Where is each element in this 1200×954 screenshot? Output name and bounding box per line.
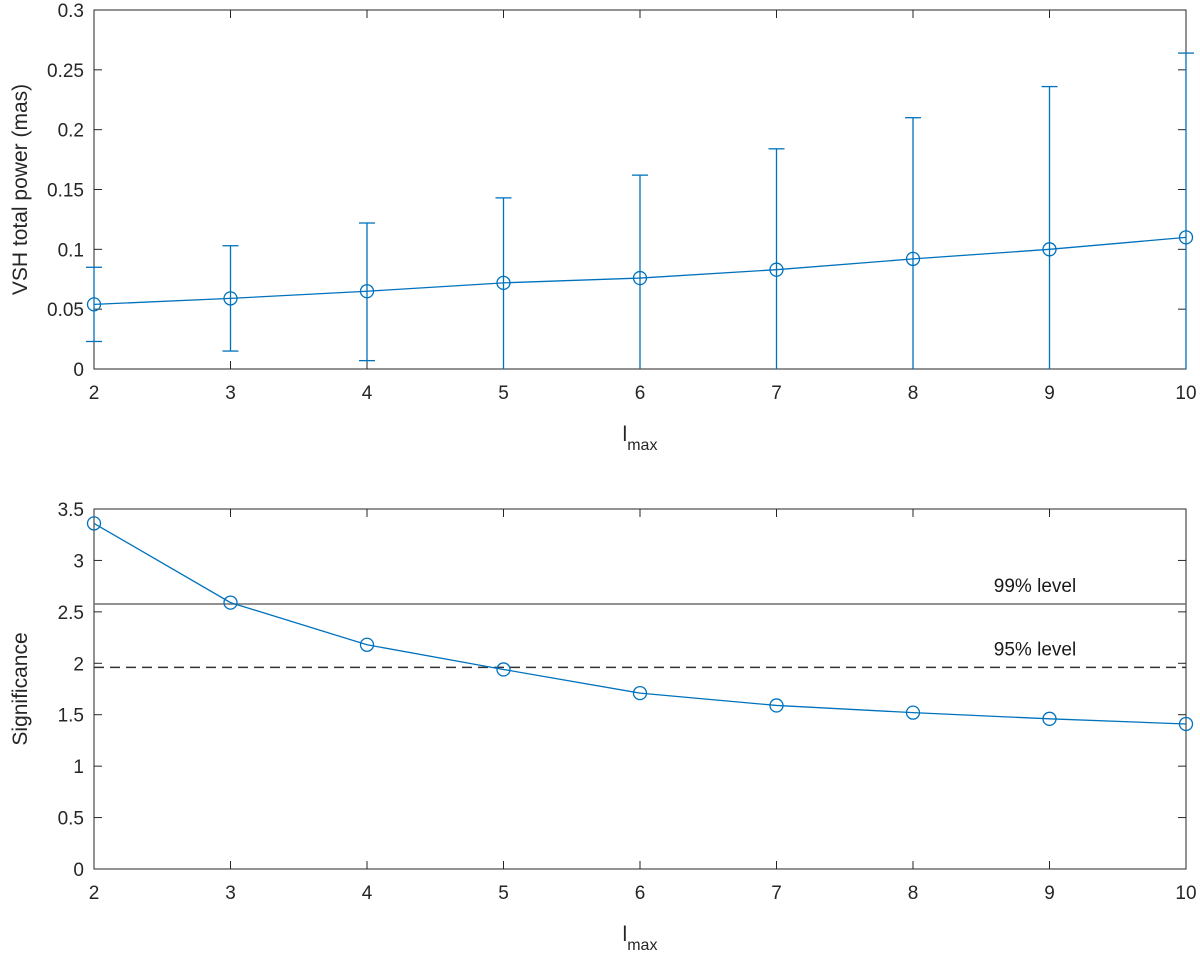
power-x-tick-label: 10 bbox=[1175, 383, 1196, 404]
significance-x-axis-label-main: l bbox=[623, 923, 628, 946]
significance-plot-area bbox=[93, 508, 1187, 870]
error-bar bbox=[222, 245, 239, 352]
power-y-tick-label: 0 bbox=[73, 360, 84, 381]
significance-x-tick-label: 5 bbox=[498, 883, 509, 904]
significance-y-tick-label: 3.5 bbox=[58, 500, 84, 521]
reference-label-95: 95% level bbox=[994, 639, 1076, 660]
power-x-axis-label-main: l bbox=[623, 423, 628, 446]
power-x-tick-label: 2 bbox=[89, 383, 100, 404]
power-data-point bbox=[223, 291, 238, 306]
power-y-tick-label: 0.1 bbox=[58, 240, 84, 261]
power-data-point bbox=[905, 251, 921, 267]
error-bar bbox=[768, 148, 785, 369]
power-data-point bbox=[496, 275, 511, 290]
significance-data-point bbox=[632, 685, 648, 701]
error-bar bbox=[359, 222, 375, 362]
power-data-point bbox=[359, 284, 375, 299]
power-data-point bbox=[769, 262, 784, 277]
power-data-point bbox=[1178, 230, 1194, 245]
power-y-tick-label: 0.25 bbox=[47, 61, 84, 82]
significance-data-point bbox=[769, 698, 784, 713]
significance-series-line bbox=[93, 522, 1187, 725]
significance-data-point bbox=[1178, 716, 1194, 732]
error-bar bbox=[1178, 52, 1194, 369]
power-x-tick-label: 3 bbox=[225, 383, 236, 404]
significance-y-axis-label: Significance bbox=[9, 632, 32, 745]
power-data-point bbox=[1042, 242, 1057, 257]
significance-x-tick-label: 9 bbox=[1044, 883, 1055, 904]
significance-x-tick-label: 3 bbox=[225, 883, 236, 904]
significance-y-tick-label: 1 bbox=[73, 757, 84, 778]
power-y-tick-label: 0.3 bbox=[58, 1, 84, 22]
power-x-tick-label: 9 bbox=[1044, 383, 1055, 404]
top-chart-power: 2 3 4 5 6 7 8 9 10 0 0.05 0.1 0.15 0.2 0.25 0.3 lmax VSH … bbox=[9, 1, 1197, 454]
power-x-axis-label: lmax bbox=[623, 423, 658, 454]
reference-label-99: 99% level bbox=[994, 576, 1076, 597]
significance-data-point bbox=[1042, 711, 1057, 726]
significance-x-tick-label: 4 bbox=[362, 883, 373, 904]
significance-x-tick-label: 10 bbox=[1175, 883, 1196, 904]
power-x-tick-label: 8 bbox=[908, 383, 919, 404]
power-data-point bbox=[86, 297, 102, 312]
power-x-tick-label: 6 bbox=[635, 383, 646, 404]
power-x-tick-label: 7 bbox=[771, 383, 782, 404]
significance-x-axis-label: lmax bbox=[623, 923, 658, 954]
error-bar bbox=[905, 117, 921, 369]
significance-y-tick-label: 0.5 bbox=[58, 809, 84, 830]
significance-data-point bbox=[86, 516, 102, 531]
significance-x-tick-label: 2 bbox=[89, 883, 100, 904]
significance-x-tick-label: 6 bbox=[635, 883, 646, 904]
power-x-tick-label: 5 bbox=[498, 383, 509, 404]
significance-x-axis-label-subscript: max bbox=[627, 937, 657, 954]
significance-data-point bbox=[496, 662, 511, 677]
power-y-tick-label: 0.15 bbox=[47, 181, 84, 202]
power-y-tick-label: 0.2 bbox=[58, 121, 84, 142]
significance-y-tick-label: 2 bbox=[73, 654, 84, 675]
error-bar bbox=[495, 197, 512, 369]
significance-x-tick-label: 8 bbox=[908, 883, 919, 904]
significance-y-tick-label: 1.5 bbox=[58, 706, 84, 727]
power-y-tick-label: 0.05 bbox=[47, 300, 84, 321]
significance-data-point bbox=[223, 595, 238, 610]
error-bar bbox=[86, 266, 102, 343]
power-data-point bbox=[632, 270, 648, 286]
bottom-chart-significance: 2 3 4 5 6 7 8 9 10 0 0.5 1 1.5 2 2.5 3 3.5 lmax Significan… bbox=[9, 500, 1197, 954]
power-x-tick-label: 4 bbox=[362, 383, 373, 404]
significance-y-tick-label: 2.5 bbox=[58, 603, 84, 624]
power-y-axis-label: VSH total power (mas) bbox=[9, 84, 32, 295]
power-x-axis-label-subscript: max bbox=[627, 437, 657, 454]
significance-data-point bbox=[905, 705, 921, 720]
significance-y-tick-label: 0 bbox=[73, 860, 84, 881]
significance-y-tick-label: 3 bbox=[73, 551, 84, 572]
significance-data-point bbox=[359, 637, 375, 652]
significance-x-tick-label: 7 bbox=[771, 883, 782, 904]
error-bar bbox=[1041, 85, 1058, 369]
